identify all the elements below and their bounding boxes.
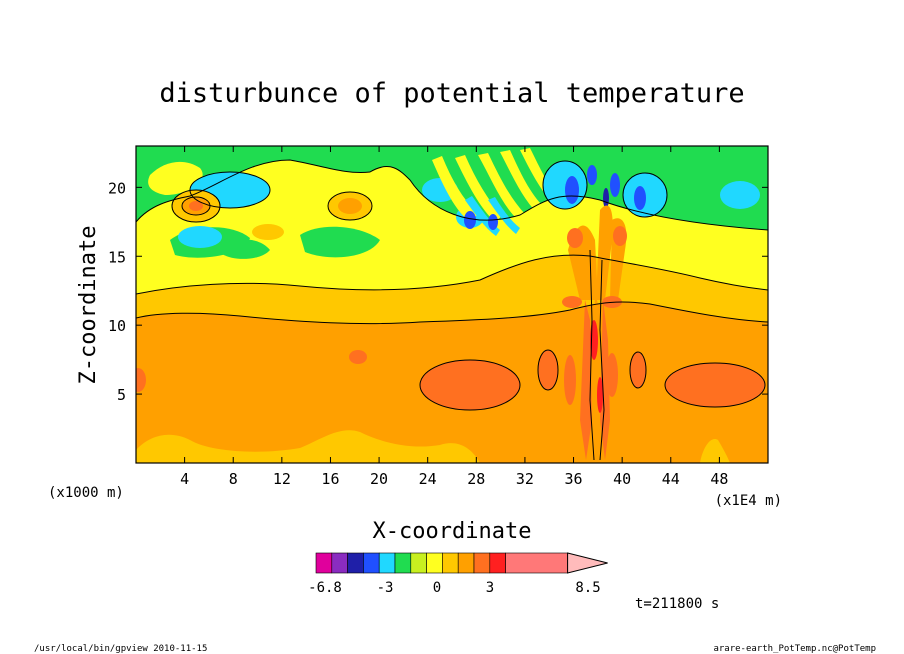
colorbar-cell [489,552,506,574]
contour-yellow-left [148,161,203,195]
colorbar-label: 8.5 [575,580,600,596]
contour-bottom-right [700,439,730,463]
x-tick-label: 32 [516,470,534,488]
colorbar-label: -6.8 [308,580,342,596]
y-tick-label: 10 [108,317,126,335]
colorbar-cell [315,552,333,574]
colorbar-arrow [567,552,608,574]
x-tick-label: 36 [565,470,583,488]
colorbar-cell [347,552,364,574]
colorbar: -6.8 -3 0 3 8.5 [308,552,608,596]
x-tick-label: 48 [710,470,728,488]
colorbar-cell [505,552,568,574]
colorbar-cell [378,552,396,574]
contour-orange-1c [189,201,203,211]
y-tick-label: 20 [108,179,126,197]
colorbar-cell [473,552,491,574]
plot-area [136,146,768,463]
colorbar-cell [457,552,475,574]
contour-bottom-patches [136,430,480,463]
x-tick-label: 20 [370,470,388,488]
x-unit-left: (x1000 m) [48,485,124,501]
contour-cyan-2 [178,226,222,248]
x-tick-label: 12 [273,470,291,488]
contour-navy-1 [603,188,609,208]
footer-left: /usr/local/bin/gpview 2010-11-15 [34,644,207,654]
colorbar-cell [410,552,427,574]
contour-plume-cyan-far [720,181,760,209]
contour-wave-stripes [432,148,560,236]
footer-right: arare-earth_PotTemp.nc@PotTemp [713,644,876,654]
contour-red-left [420,360,520,410]
x-tick-label: 28 [467,470,485,488]
x-tick-label: 44 [662,470,680,488]
y-tick-label: 5 [117,386,126,404]
x-axis-label: X-coordinate [373,519,532,544]
contour-red-edge [136,368,146,392]
contour-green-dip-3 [220,239,270,259]
colorbar-label: 0 [433,580,441,596]
y-axis: 5 10 15 20 [108,179,768,404]
x-tick-label: 8 [229,470,238,488]
contour-red-small [349,350,367,364]
contour-lines [136,159,768,461]
chart-title: disturbunce of potential temperature [159,78,744,109]
x-tick-label: 4 [180,470,189,488]
x-unit-right: (x1E4 m) [715,493,782,509]
colorbar-cell [363,552,380,574]
contour-red-right [665,363,765,407]
colorbar-cell [426,552,443,574]
x-tick-label: 16 [321,470,339,488]
contour-blue-3 [587,165,597,185]
contour-yellow-right [378,171,411,205]
contour-blue-2 [634,186,646,210]
time-label: t=211800 s [635,596,719,612]
plot-frame [135,145,769,464]
y-tick-label: 15 [108,248,126,266]
contour-orange-2b [338,198,362,214]
x-tick-label: 40 [613,470,631,488]
colorbar-label: -3 [377,580,394,596]
contour-orange-3 [252,224,284,240]
colorbar-label: 3 [486,580,494,596]
contour-blue-1 [565,176,579,204]
contour-green-dip-2 [300,226,380,258]
x-tick-label: 24 [419,470,437,488]
y-axis-label: Z-coordinate [76,226,101,385]
contour-blue-4 [610,173,620,197]
colorbar-cell [394,552,412,574]
x-axis: 4 8 12 16 20 24 28 32 36 40 44 48 [180,146,728,488]
colorbar-cell [442,552,459,574]
colorbar-cell [331,552,348,574]
